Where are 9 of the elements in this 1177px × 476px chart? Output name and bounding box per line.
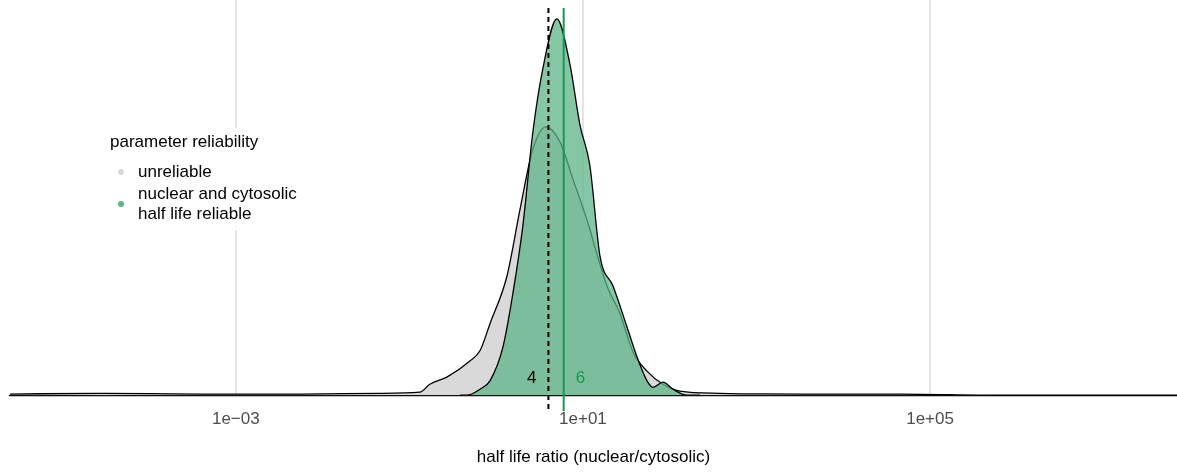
x-axis-title: half life ratio (nuclear/cytosolic) [476, 447, 711, 467]
ref-line-label: 4 [526, 368, 537, 388]
legend-label: unreliable [138, 162, 213, 182]
x-tick-label: 1e+05 [906, 409, 954, 429]
legend-title: parameter reliability [110, 132, 260, 152]
x-tick-label: 1e−03 [211, 409, 260, 429]
x-tick-label: 1e+01 [559, 409, 607, 429]
ref-line-label: 6 [575, 368, 586, 388]
legend-label: nuclear and cytosolic half life reliable [138, 184, 298, 224]
